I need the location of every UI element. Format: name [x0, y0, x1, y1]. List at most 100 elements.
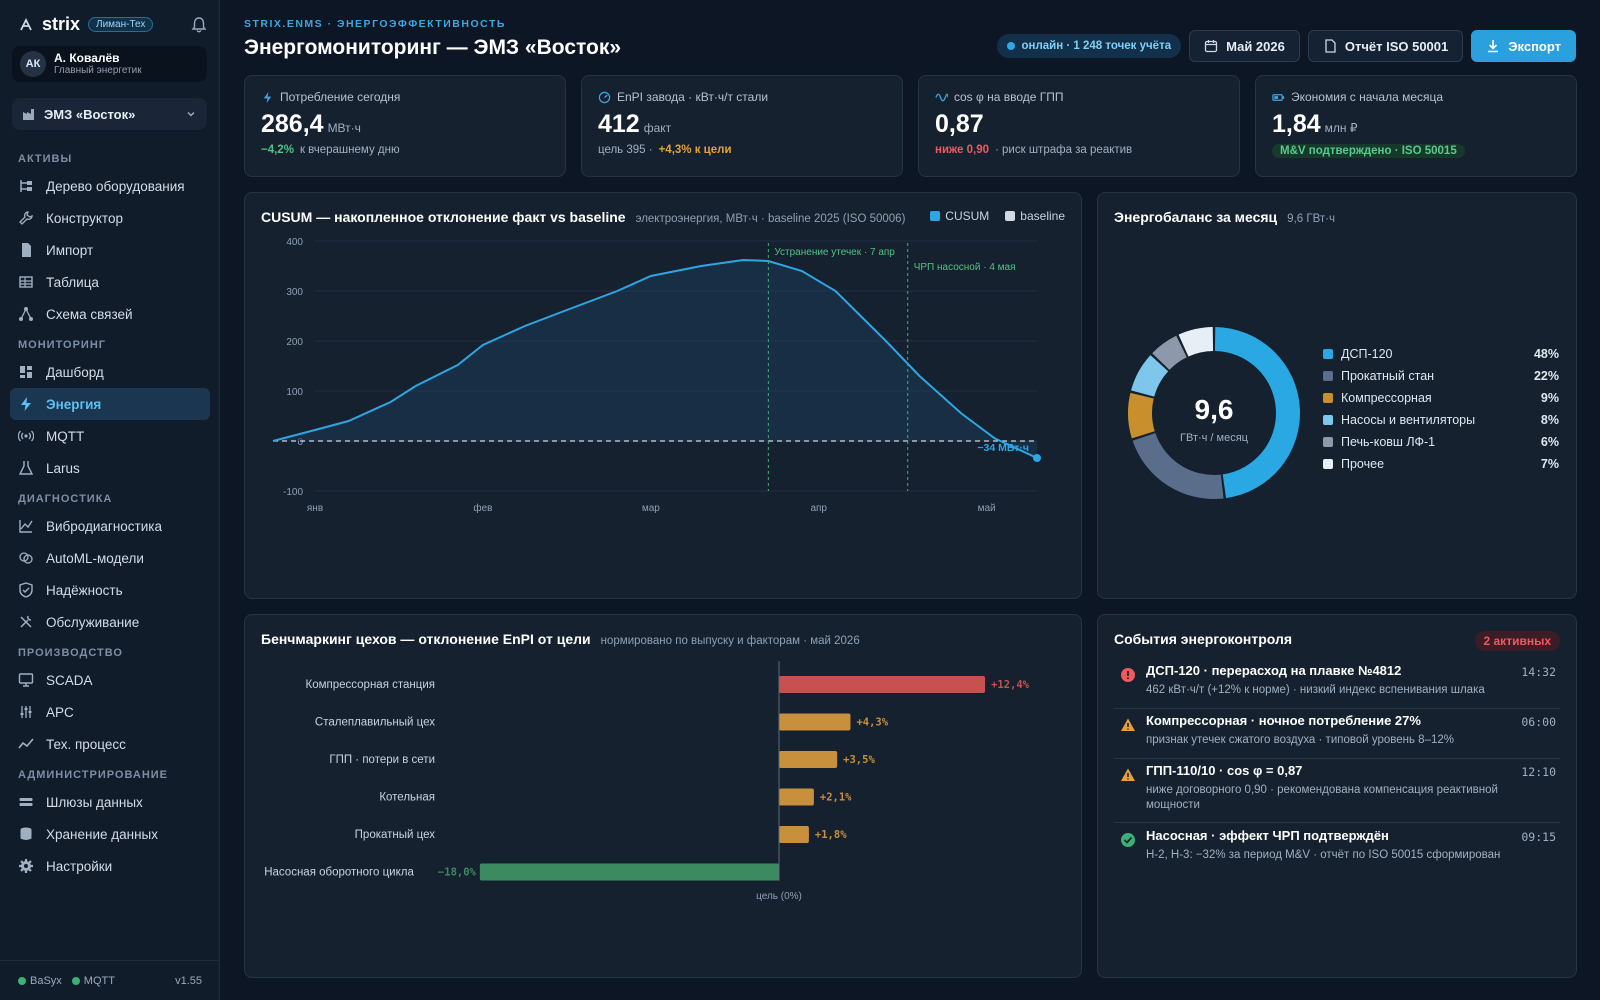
- donut-slice[interactable]: [1178, 327, 1214, 357]
- sidebar-item-label: Надёжность: [46, 582, 123, 598]
- export-button[interactable]: Экспорт: [1471, 30, 1576, 62]
- sidebar-item-brain[interactable]: AutoML-модели: [10, 542, 210, 574]
- event-item[interactable]: Насосная · эффект ЧРП подтверждён Н-2, Н-…: [1114, 828, 1560, 882]
- iso-report-button[interactable]: Отчёт ISO 50001: [1307, 30, 1464, 62]
- sidebar-item-table[interactable]: Таблица: [10, 266, 210, 298]
- donut-slice[interactable]: [1152, 335, 1187, 370]
- bell-icon[interactable]: [190, 16, 208, 34]
- events-card: События энергоконтроля 2 активных ДСП-12…: [1097, 614, 1577, 978]
- y-tick-label: 300: [286, 287, 303, 298]
- kpi-value: 1,84: [1272, 110, 1321, 138]
- events-title: События энергоконтроля: [1114, 631, 1293, 647]
- sidebar-item-file-import[interactable]: Импорт: [10, 234, 210, 266]
- legend-row[interactable]: Печь-ковш ЛФ-1 6%: [1323, 431, 1559, 453]
- legend-percent: 7%: [1540, 457, 1559, 471]
- donut-slice[interactable]: [1131, 355, 1169, 397]
- sidebar-item-broadcast[interactable]: MQTT: [10, 420, 210, 452]
- bench-category-label: Прокатный цех: [355, 829, 436, 841]
- sidebar-item-label: Обслуживание: [46, 614, 140, 630]
- warning-icon: [1121, 768, 1135, 781]
- sidebar-item-label: Энергия: [46, 396, 102, 412]
- gauge-icon: [598, 91, 611, 103]
- sidebar-item-shield[interactable]: Надёжность: [10, 574, 210, 606]
- bench-value-label: +4,3%: [856, 717, 888, 729]
- app-logo[interactable]: strix Лиман-Тех: [18, 14, 154, 35]
- donut-slice[interactable]: [1132, 433, 1224, 499]
- bench-bar[interactable]: [479, 863, 779, 881]
- sidebar-item-database[interactable]: Хранение данных: [10, 818, 210, 850]
- kpi-enpi: EnPI завода · кВт·ч/т стали 412 факт цель…: [581, 75, 903, 177]
- legend-swatch: [1323, 459, 1333, 469]
- period-button[interactable]: Май 2026: [1189, 30, 1300, 62]
- sidebar-item-wrench[interactable]: Конструктор: [10, 202, 210, 234]
- event-description: Н-2, Н-3: −32% за период M&V · отчёт по …: [1146, 849, 1501, 861]
- tools-icon: [20, 615, 32, 628]
- event-time: 12:10: [1521, 765, 1556, 779]
- chevron-down-icon: [187, 111, 195, 117]
- sidebar-item-label: Шлюзы данных: [46, 794, 143, 810]
- sidebar-item-label: SCADA: [46, 672, 93, 688]
- sidebar-item-gateway[interactable]: Шлюзы данных: [10, 786, 210, 818]
- bench-bar[interactable]: [779, 826, 809, 843]
- breadcrumb: STRIX.ENMS · ЭНЕРГОЭФФЕКТИВНОСТЬ: [244, 18, 506, 30]
- cusum-card: CUSUM — накопленное отклонение факт vs b…: [244, 192, 1082, 599]
- sidebar-item-label: Настройки: [46, 858, 113, 874]
- sidebar-item-tree[interactable]: Дерево оборудования: [10, 170, 210, 202]
- sidebar-item-line-chart[interactable]: Вибродиагностика: [10, 510, 210, 542]
- legend-row[interactable]: Компрессорная 9%: [1323, 387, 1559, 409]
- tree-icon: [20, 180, 32, 192]
- bench-bar[interactable]: [779, 713, 851, 731]
- flask-icon: [18, 461, 34, 475]
- bench-bar[interactable]: [779, 676, 986, 693]
- sidebar-item-sliders[interactable]: APC: [10, 696, 210, 728]
- event-item[interactable]: Компрессорная · ночное потребление 27% пр…: [1114, 713, 1560, 759]
- user-card[interactable]: АК А. Ковалёв Главный энергетик: [12, 46, 207, 82]
- nav-section-title: ПРОИЗВОДСТВО: [18, 647, 123, 659]
- donut-slice[interactable]: [1128, 392, 1155, 439]
- strix-logo-icon: [20, 17, 32, 30]
- event-item[interactable]: ДСП-120 · перерасход на плавке №4812 462 …: [1114, 663, 1560, 709]
- sidebar-item-tools[interactable]: Обслуживание: [10, 606, 210, 638]
- event-item[interactable]: ГПП-110/10 · cos φ = 0,87 ниже договорног…: [1114, 763, 1560, 823]
- sidebar-item-bolt[interactable]: Энергия: [10, 388, 210, 420]
- balance-subtitle: 9,6 ГВт·ч: [1287, 213, 1335, 225]
- sidebar-item-gear[interactable]: Настройки: [10, 850, 210, 882]
- legend-row[interactable]: ДСП-120 48%: [1323, 343, 1559, 365]
- online-status-badge: онлайн · 1 248 точек учёта: [997, 34, 1182, 58]
- legend-swatch: [1323, 415, 1333, 425]
- database-icon: [20, 827, 32, 840]
- legend-row[interactable]: Прокатный стан 22%: [1323, 365, 1559, 387]
- bench-bar[interactable]: [779, 788, 814, 806]
- legend-swatch: [1323, 393, 1333, 403]
- legend-percent: 6%: [1540, 435, 1559, 449]
- mv-verified-badge: M&V подтверждено · ISO 50015: [1272, 144, 1465, 158]
- y-tick-label: -100: [283, 487, 303, 498]
- donut-total: 9,6: [1195, 394, 1234, 425]
- bench-category-label: Сталеплавильный цех: [315, 717, 435, 729]
- kpi-delta: −4,2%: [261, 144, 294, 156]
- sidebar-item-label: Схема связей: [46, 306, 133, 322]
- bench-value-label: +3,5%: [843, 754, 875, 766]
- monitor-icon: [18, 673, 34, 687]
- donut-slice[interactable]: [1214, 327, 1300, 499]
- plant-selector[interactable]: ЭМЗ «Восток»: [12, 98, 207, 130]
- sidebar-item-trend[interactable]: Тех. процесс: [10, 728, 210, 760]
- sidebar-item-monitor[interactable]: SCADA: [10, 664, 210, 696]
- factory-icon: [23, 109, 34, 120]
- event-description: 462 кВт·ч/т (+12% к норме) · низкий инде…: [1146, 684, 1485, 696]
- sidebar-item-dashboard[interactable]: Дашборд: [10, 356, 210, 388]
- sidebar-nav: АКТИВЫ Дерево оборудования Конструктор Импо…: [0, 144, 220, 882]
- donut-total-unit: ГВт·ч / месяц: [1180, 432, 1249, 444]
- legend-row[interactable]: Насосы и вентиляторы 8%: [1323, 409, 1559, 431]
- sidebar-item-flask[interactable]: Larus: [10, 452, 210, 484]
- bench-value-label: +12,4%: [991, 679, 1030, 691]
- bench-value-label: +2,1%: [820, 792, 852, 804]
- bench-title: Бенчмаркинг цехов — отклонение EnPI от ц…: [261, 631, 591, 647]
- cusum-line: [272, 258, 1038, 459]
- benchmark-bar-chart: +12,4% Компрессорная станция +4,3% Сталепла…: [264, 661, 1030, 902]
- cusum-chart: 400 300 200 100 0 -100 янв фев мар апр май Устранен…: [272, 237, 1041, 514]
- brain-icon: [19, 552, 33, 564]
- legend-row[interactable]: Прочее 7%: [1323, 453, 1559, 475]
- sidebar-item-graph[interactable]: Схема связей: [10, 298, 210, 330]
- bench-bar[interactable]: [779, 751, 838, 768]
